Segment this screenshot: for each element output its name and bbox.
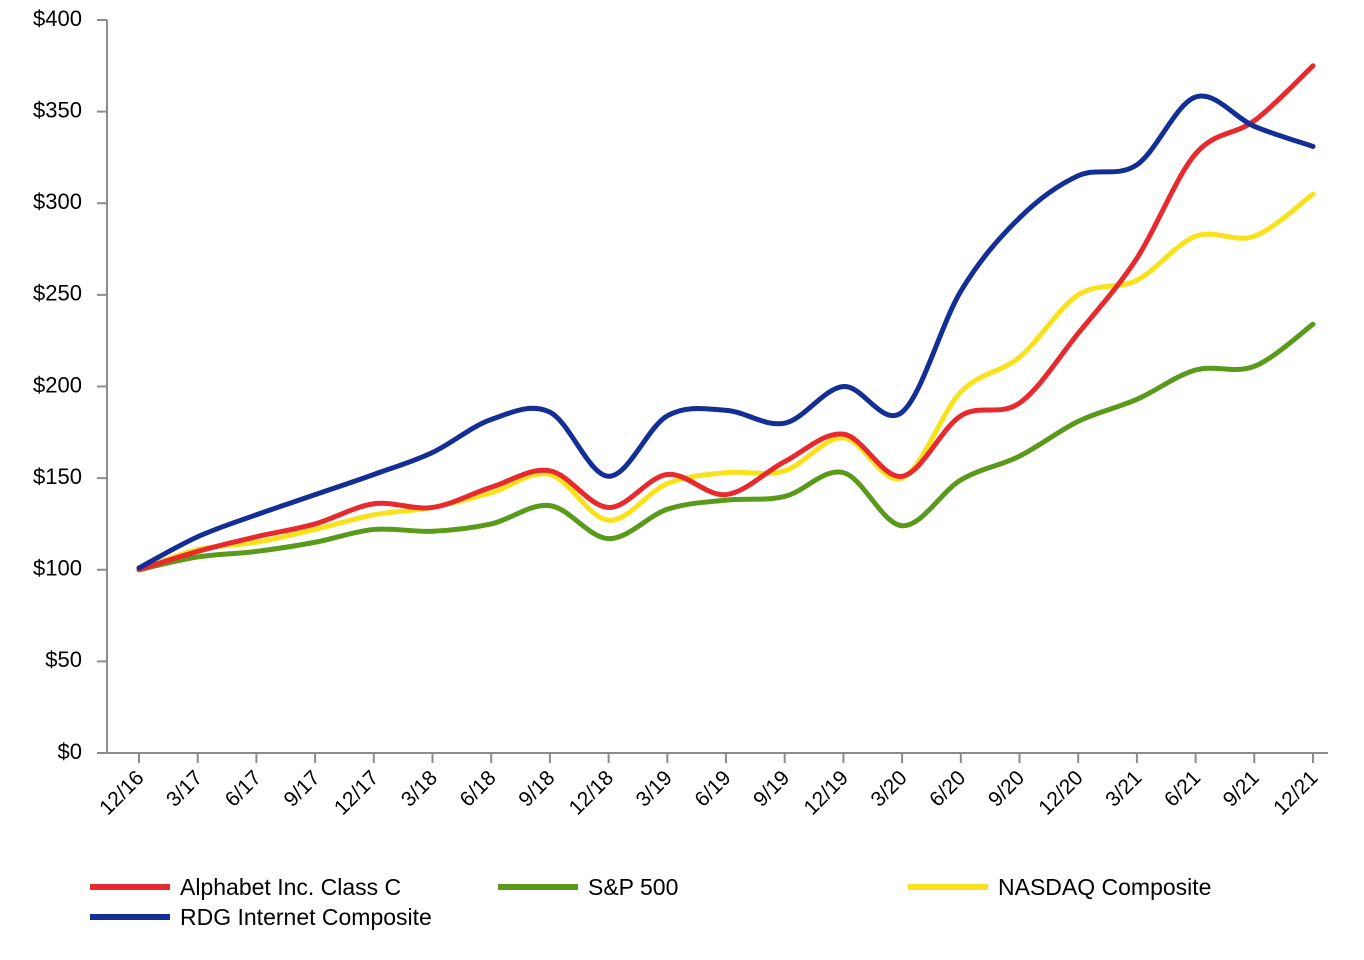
legend-item-alphabet: Alphabet Inc. Class C (90, 872, 401, 902)
legend-item-nasdaq: NASDAQ Composite (908, 872, 1211, 902)
series-line-rdg (136, 93, 1316, 571)
legend-label-alphabet: Alphabet Inc. Class C (180, 873, 402, 900)
legend-swatch-nasdaq (908, 884, 988, 890)
x-tick-label: 3/21 (1101, 766, 1146, 811)
legend: Alphabet Inc. Class C S&P 500 NASDAQ Com… (90, 872, 1290, 938)
series-line-alphabet (136, 63, 1316, 573)
y-tick-label: $250 (33, 281, 82, 306)
series-line-nasdaq (136, 191, 1316, 573)
legend-item-sp500: S&P 500 (498, 872, 678, 902)
y-tick-label: $100 (33, 556, 82, 581)
y-tick-label: $50 (45, 647, 82, 672)
legend-label-sp500: S&P 500 (588, 873, 679, 900)
x-tick-label: 9/18 (514, 766, 559, 811)
x-tick-label: 12/18 (565, 766, 618, 819)
x-tick-label: 6/18 (456, 766, 501, 811)
legend-swatch-rdg (90, 914, 170, 920)
y-tick-label: $350 (33, 97, 82, 122)
series-lines (136, 63, 1316, 573)
x-tick-label: 3/18 (397, 766, 442, 811)
legend-label-nasdaq: NASDAQ Composite (998, 873, 1212, 900)
y-tick-label: $200 (33, 372, 82, 397)
legend-swatch-alphabet (90, 884, 170, 890)
axes (106, 20, 1328, 754)
x-tick-label: 9/21 (1219, 766, 1264, 811)
x-tick-label: 6/21 (1160, 766, 1205, 811)
x-tick-label: 9/20 (984, 766, 1029, 811)
x-tick-label: 12/21 (1269, 766, 1322, 819)
x-tick-label: 3/17 (162, 766, 207, 811)
x-tick-label: 6/19 (690, 766, 735, 811)
x-tick-label: 12/17 (330, 766, 383, 819)
y-tick-label: $400 (33, 6, 82, 31)
y-tick-label: $300 (33, 189, 82, 214)
y-tick-label: $0 (58, 739, 82, 764)
x-tick-label: 3/19 (632, 766, 677, 811)
legend-swatch-sp500 (498, 884, 578, 890)
legend-label-rdg: RDG Internet Composite (180, 903, 432, 930)
y-tick-label: $150 (33, 464, 82, 489)
x-tick-label: 12/16 (95, 766, 148, 819)
x-tick-label: 9/19 (749, 766, 794, 811)
x-axis-ticks: 12/16 3/17 6/17 9/17 12/17 3/18 6/18 9/18 12/18 3… (95, 753, 1323, 820)
x-tick-label: 12/20 (1034, 766, 1087, 819)
legend-item-rdg: RDG Internet Composite (90, 902, 432, 932)
x-tick-label: 6/17 (221, 766, 266, 811)
y-axis-ticks: $0 $50 $100 $150 $200 $250 $300 $350 $400 (33, 6, 107, 764)
x-tick-label: 9/17 (279, 766, 324, 811)
x-tick-label: 6/20 (925, 766, 970, 811)
series-line-sp500 (136, 321, 1316, 573)
x-tick-label: 12/19 (800, 766, 853, 819)
x-tick-label: 3/20 (866, 766, 911, 811)
line-chart: $0 $50 $100 $150 $200 $250 $300 $350 $400 12/16 3… (33, 6, 1328, 820)
